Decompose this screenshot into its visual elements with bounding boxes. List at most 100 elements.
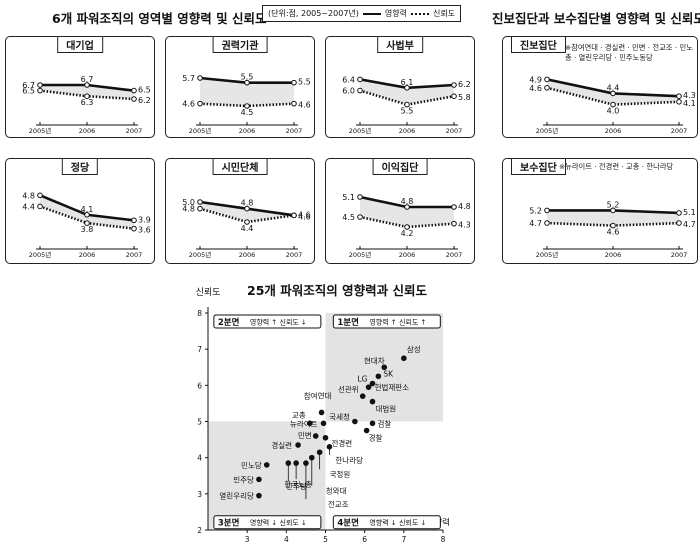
influence-point <box>291 79 297 86</box>
influence-value: 4.6 <box>298 210 311 219</box>
data-point <box>312 433 319 439</box>
trust-point <box>84 220 90 226</box>
influence-value: 5.0 <box>182 198 195 207</box>
panel-title: 이익집단 <box>372 158 428 175</box>
trust-value: 4.4 <box>22 202 35 211</box>
point-label: 교총 <box>292 410 306 419</box>
trust-value: 5.8 <box>458 93 471 102</box>
influence-point <box>197 75 203 81</box>
influence-point <box>544 207 550 214</box>
data-point <box>369 420 376 427</box>
x-tick-label: 2007 <box>286 251 303 259</box>
point-label: 열린우리당 <box>219 491 254 501</box>
influence-value: 4.3 <box>683 91 696 100</box>
trust-point <box>197 100 203 107</box>
trust-line <box>199 207 295 224</box>
x-tick-label: 2007 <box>126 251 143 259</box>
trust-value: 4.3 <box>458 221 471 230</box>
x-tick-label: 2005년 <box>536 250 559 259</box>
trust-point <box>676 220 682 226</box>
trust-value: 4.5 <box>342 213 355 222</box>
point-label: 민변 <box>298 430 312 440</box>
trust-point <box>291 100 297 107</box>
influence-point <box>404 204 410 210</box>
panel-civic-groups: 시민단체 2005년 2006 2007 5.0 4.8 4.8 4.4 4.6 4.6 <box>165 158 315 264</box>
scatter-chart: 3456782345678신뢰도영향력1분면영향력 ↑ 신뢰도 ↑2분면영향력 … <box>196 287 450 544</box>
x-tick-label: 2005년 <box>349 250 372 259</box>
power-agencies-chart: 2005년 2006 2007 5.7 4.6 5.5 4.5 5.5 4.6 <box>182 73 310 135</box>
x-tick-label: 2006 <box>399 127 416 135</box>
trust-value: 4.0 <box>607 107 620 116</box>
influence-point <box>544 76 550 83</box>
x-tick-label: 2007 <box>671 127 688 135</box>
y-axis-label: 신뢰도 <box>196 287 221 298</box>
trust-point <box>610 222 616 229</box>
point-label: LG <box>358 375 368 384</box>
panel-title: 정당 <box>61 158 99 175</box>
trust-value: 4.5 <box>241 108 254 117</box>
point-label: 청와대 <box>326 486 347 496</box>
panel-large-corp: 대기업 2005년 2006 2007 6.7 6.5 6.7 6.3 6.5 6.2 <box>5 36 155 138</box>
gap-band <box>40 195 134 229</box>
trust-value: 4.8 <box>182 205 195 214</box>
scatter-container: 3456782345678신뢰도영향력1분면영향력 ↑ 신뢰도 ↑2분면영향력 … <box>188 283 454 545</box>
trust-value: 4.4 <box>241 224 254 233</box>
data-point <box>320 420 327 427</box>
trust-value: 6.3 <box>81 98 94 107</box>
influence-value: 5.1 <box>342 193 355 202</box>
legend-influence: 영향력 <box>384 9 407 18</box>
progressive-chart: 2005년 2006 2007 4.94.6 4.4 4.0 4.34.1 <box>529 75 696 135</box>
influence-point <box>451 82 457 88</box>
x-tick-label: 2006 <box>239 127 256 135</box>
trust-value: 4.6 <box>298 212 311 221</box>
influence-point <box>676 210 682 216</box>
x-tick-label: 2007 <box>671 251 688 259</box>
data-point <box>381 364 388 371</box>
influence-value: 5.5 <box>241 73 254 82</box>
legend-trust: 신뢰도 <box>432 9 456 18</box>
trust-point <box>37 87 43 94</box>
gap-band <box>200 78 294 106</box>
conservative-chart: 2005년 2006 2007 5.2 4.7 5.2 4.6 5.1 4.7 <box>529 200 695 259</box>
trust-value: 4.6 <box>529 84 542 93</box>
quadrant-label: 2분면 <box>218 317 240 328</box>
quadrant-box <box>332 515 441 530</box>
point-label: 전경련 <box>332 438 353 448</box>
trust-swatch-icon <box>410 12 429 15</box>
quadrant-label: 4분면 <box>337 518 359 529</box>
influence-value: 6.7 <box>22 81 35 90</box>
panel-judiciary: 사법부 2005년 2006 2007 6.4 6.0 6.1 5.5 6.2 5.8 <box>325 36 475 138</box>
influence-point <box>37 82 43 88</box>
conservative-note: ※뉴라이트 · 전경련 · 교총 · 한나라당 <box>559 162 674 171</box>
trust-value: 6.2 <box>138 96 151 105</box>
trust-value: 4.1 <box>683 99 696 108</box>
x-tick-label: 8 <box>441 535 446 544</box>
panel-conservative: 보수집단 ※뉴라이트 · 전경련 · 교총 · 한나라당 2005년 2006 20… <box>502 158 698 264</box>
point-label: 경찰 <box>369 433 383 443</box>
quadrant-text: 영향력 ↑ 신뢰도 ↓ <box>250 318 307 327</box>
data-point <box>256 492 262 499</box>
influence-point <box>451 204 457 210</box>
quadrant-box <box>213 314 322 329</box>
trust-point <box>244 103 250 109</box>
panel-title: 대기업 <box>57 36 103 53</box>
trust-value: 3.6 <box>138 226 151 235</box>
influence-value: 6.5 <box>138 86 151 95</box>
influence-value: 4.8 <box>22 191 35 200</box>
trust-point <box>84 93 90 100</box>
x-tick-label: 5 <box>323 535 328 544</box>
trust-point <box>197 205 203 212</box>
legend-unit: (단위:점, 2005~2007년) <box>268 9 359 18</box>
point-label: 국정원 <box>330 469 351 479</box>
x-tick-label: 2006 <box>239 251 256 259</box>
influence-point <box>84 211 90 218</box>
data-point <box>375 373 382 380</box>
gap-band <box>360 197 454 227</box>
y-tick-label: 2 <box>197 526 202 535</box>
influence-value: 4.4 <box>607 83 620 92</box>
judiciary-chart: 2005년 2006 2007 6.4 6.0 6.1 5.5 6.2 5.8 <box>342 75 471 135</box>
influence-value: 5.2 <box>529 206 542 215</box>
x-tick-label: 2006 <box>605 127 622 135</box>
trust-point <box>131 225 137 232</box>
influence-point <box>610 90 616 97</box>
